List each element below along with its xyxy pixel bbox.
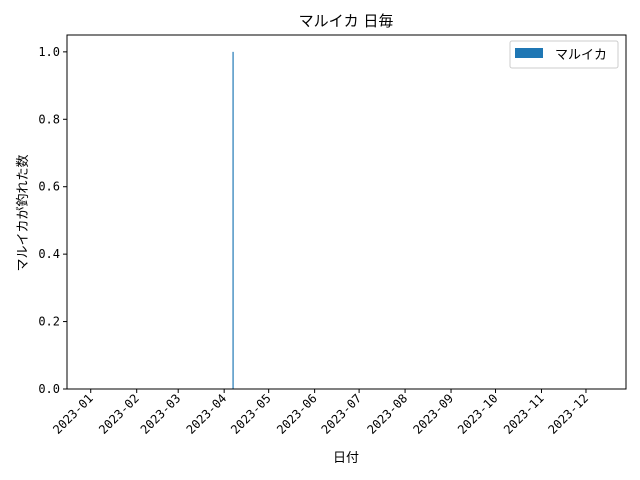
x-tick-label: 2023-02 xyxy=(96,391,142,437)
bars xyxy=(232,51,234,389)
bar xyxy=(232,51,234,389)
y-tick-label: 1.0 xyxy=(38,45,60,59)
x-tick-label: 2023-04 xyxy=(184,391,230,437)
legend-frame xyxy=(509,40,619,69)
y-tick-label: 0.8 xyxy=(38,112,60,126)
legend: マルイカ xyxy=(509,40,619,69)
y-axis-label: マルイカが釣れた数 xyxy=(15,154,31,271)
x-tick-label: 2023-07 xyxy=(319,391,365,437)
x-tick-label: 2023-08 xyxy=(365,391,411,437)
x-tick-label: 2023-10 xyxy=(455,391,501,437)
y-axis-ticks: 0.0 0.2 0.4 0.6 0.8 1.0 xyxy=(38,45,67,396)
legend-label: マルイカ xyxy=(555,48,607,63)
y-tick-label: 0.4 xyxy=(38,247,60,261)
x-tick-label: 2023-05 xyxy=(228,391,274,437)
x-tick-label: 2023-01 xyxy=(50,391,96,437)
y-tick-label: 0.6 xyxy=(38,180,60,194)
chart-title: マルイカ 日毎 xyxy=(299,12,394,30)
x-tick-label: 2023-03 xyxy=(138,391,184,437)
x-tick-label: 2023-09 xyxy=(410,391,456,437)
x-tick-label: 2023-11 xyxy=(501,391,547,437)
y-tick-label: 0.0 xyxy=(38,382,60,396)
x-tick-label: 2023-12 xyxy=(545,391,591,437)
legend-swatch xyxy=(515,48,543,58)
x-tick-label: 2023-06 xyxy=(274,391,320,437)
plot-frame xyxy=(66,34,627,390)
y-tick-label: 0.2 xyxy=(38,315,60,329)
x-axis-label: 日付 xyxy=(333,451,359,466)
